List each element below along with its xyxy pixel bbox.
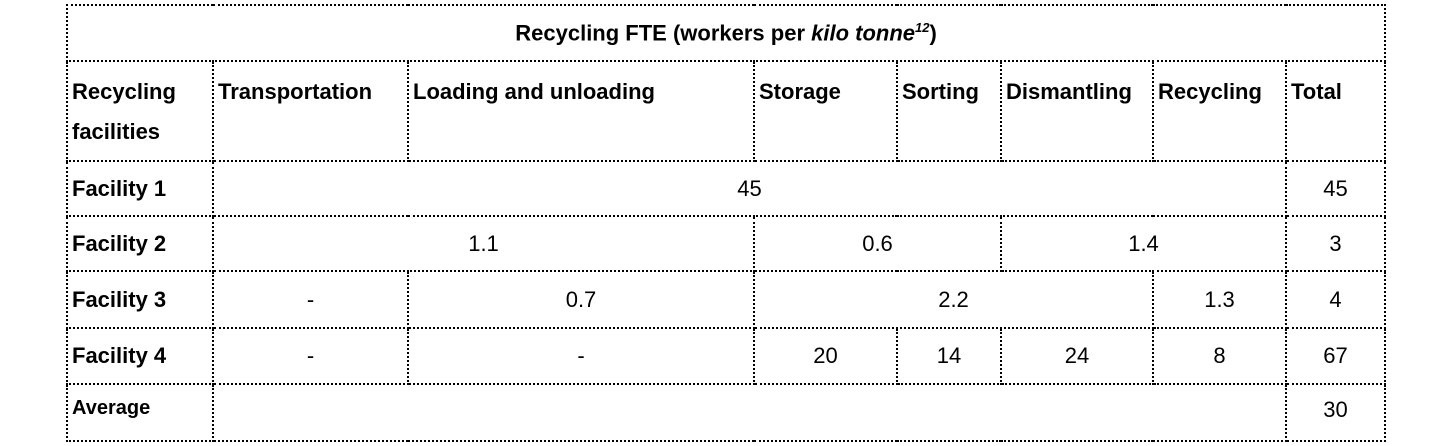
cell: -	[407, 327, 755, 385]
header: Dismantling	[1000, 60, 1154, 162]
row-label: Facility 3	[66, 270, 214, 329]
title-text: Recycling FTE (workers per	[515, 20, 812, 46]
row: Average 30	[66, 383, 1387, 442]
cell: 1.3	[1152, 270, 1287, 329]
row: Facility 3 - 0.7 2.2 1.3 4	[66, 270, 1387, 329]
cell: 30	[1284, 383, 1387, 442]
cell: -	[212, 270, 409, 329]
cell: 1.1	[212, 215, 755, 272]
header-row: Recycling facilities Transportation Load…	[66, 60, 1387, 162]
cell: 45	[1284, 160, 1387, 217]
cell: 3	[1284, 215, 1387, 272]
header: Transportation	[212, 60, 409, 162]
cell: 14	[896, 327, 1002, 385]
cell: 1.4	[1000, 215, 1287, 272]
row-label: Facility 4	[66, 327, 214, 385]
title-sup: 12	[915, 19, 930, 35]
header: Loading and unloading	[407, 60, 755, 162]
cell: 20	[753, 327, 898, 385]
cell: 24	[1000, 327, 1154, 385]
title-text: )	[929, 20, 937, 46]
header: Recycling facilities	[66, 60, 214, 162]
cell: 4	[1284, 270, 1387, 329]
fte-table: Recycling FTE (workers per kilo tonne12)…	[65, 4, 1387, 442]
title-italic: kilo tonne	[811, 20, 916, 46]
row-label: Facility 2	[66, 215, 214, 272]
row-label: Facility 1	[66, 160, 214, 217]
header: Sorting	[896, 60, 1002, 162]
empty-cell	[212, 383, 1287, 442]
row-label: Average	[66, 383, 214, 442]
row: Facility 1 45 45	[66, 160, 1387, 217]
cell: 45	[212, 160, 1287, 217]
header: Storage	[753, 60, 898, 162]
cell: -	[212, 327, 409, 385]
table-title: Recycling FTE (workers per kilo tonne12)	[65, 4, 1387, 62]
cell: 2.2	[753, 270, 1154, 329]
cell: 67	[1284, 327, 1387, 385]
title-row: Recycling FTE (workers per kilo tonne12)	[65, 4, 1387, 62]
row: Facility 4 - - 20 14 24 8 67	[66, 327, 1387, 385]
header: Total	[1284, 60, 1387, 162]
row: Facility 2 1.1 0.6 1.4 3	[66, 215, 1387, 272]
cell: 8	[1152, 327, 1287, 385]
cell: 0.6	[753, 215, 1002, 272]
cell: 0.7	[407, 270, 755, 329]
header: Recycling	[1152, 60, 1287, 162]
